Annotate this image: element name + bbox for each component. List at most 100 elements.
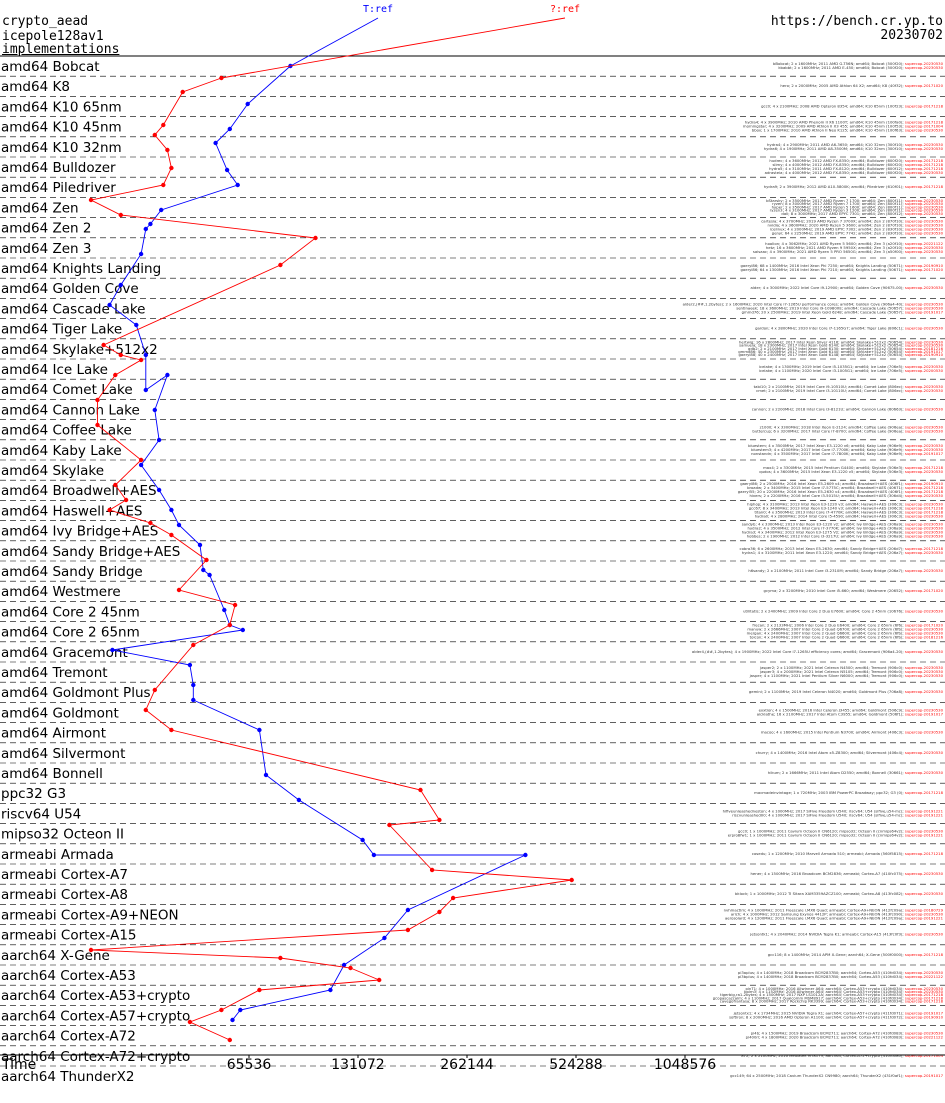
series-0-point-41: [328, 987, 333, 993]
series-1-point-25: [232, 602, 238, 608]
row-label-43: armeabi Cortex-A15: [1, 928, 137, 944]
series-1-point-28: [152, 687, 157, 693]
row-detail-16-0: tabi10; 2 x 2100MHz; 2019 Intel Core i9-…: [754, 384, 944, 389]
series-1-point-22: [169, 532, 174, 538]
row-label-10: amd64 Knights Landing: [1, 261, 161, 277]
row-detail-23-3: hobbes; 2 x 1900MHz; 2012 Intel Core i3-…: [747, 534, 944, 539]
series-1-point-35: [569, 877, 574, 883]
row-detail-7-1: ryzen; 8 x 3000MHz; 2017 AMD Ryzen 7 170…: [772, 201, 944, 206]
series-0-point-39: [382, 935, 387, 941]
series-0-point-28: [110, 647, 115, 653]
row-label-42: armeabi Cortex-A9+NEON: [1, 907, 179, 923]
row-label-45: aarch64 Cortex-A53: [1, 968, 136, 984]
series-0-point-43: [230, 1017, 235, 1023]
header-implementations-link[interactable]: implementations: [2, 42, 120, 57]
series-1-point-1: [180, 89, 185, 95]
row-detail-32-1: aicklathe; 16 x 2100MHz; 2017 Intel Atom…: [757, 711, 944, 716]
row-detail-6-0: hydra9; 2 x 3900MHz; 2012 AMD A10-5800K;…: [764, 184, 944, 189]
row-detail-3-0: hydra4; 4 x 3900MHz; 2010 AMD Phenom II …: [745, 120, 944, 125]
row-label-1: amd64 K8: [1, 79, 70, 95]
row-detail-12-0: alder2,(##,1.2bytes); 2 x 1600MHz; 2020 …: [683, 301, 944, 306]
row-detail-43-0: jetsontk1; 4 x 2040MHz; 2014 NVIDIA Tegr…: [749, 932, 943, 937]
row-detail-39-0: cosedu; 1 x 1200MHz; 2010 Marvell Armada…: [752, 851, 944, 856]
series-1-point-20: [107, 507, 112, 513]
row-label-30: amd64 Tremont: [1, 665, 108, 681]
row-detail-42-0: nvhmactlm; 4 x 1000MHz; 2011 Freescale i…: [724, 907, 944, 912]
row-label-25: amd64 Sandy Bridge: [1, 564, 143, 580]
series-1-point-27: [191, 642, 196, 648]
row-detail-22-3: hydra0; 4 x 2800MHz; 2014 Intel Core i5-…: [755, 513, 944, 518]
row-label-48: aarch64 Cortex-A72: [1, 1029, 136, 1045]
series-top-label-1: ?:ref: [550, 4, 580, 15]
series-1-point-15: [95, 397, 100, 403]
row-label-34: amd64 Silvermont: [1, 746, 125, 762]
row-detail-30-2: jasper; 4 x 1100MHz; 2021 Intel Pentium …: [749, 673, 944, 678]
row-detail-8-0: cartesia; 4 x 3700MHz; 2019 AMD Ryzen 7 …: [761, 219, 943, 224]
series-0-point-13: [143, 352, 148, 358]
series-1-point-8: [118, 212, 124, 218]
series-1-point-24: [176, 587, 182, 593]
row-detail-47-0: jetsontx1; 4 x 1734MHz; 2015 NVIDIA Tegr…: [733, 1010, 944, 1015]
row-detail-9-1: hetz; 16 x 3600MHz; 2021 AMD Ryzen 9 595…: [766, 245, 944, 250]
row-detail-8-2: icelinux; 4 x 2000MHz; 2019 AMD EPYC 730…: [770, 227, 944, 232]
series-0-point-22: [197, 542, 203, 548]
row-detail-30-1: jasper3; 4 x 2000MHz; 2021 Intel Celeron…: [759, 669, 944, 674]
series-1-point-13: [138, 357, 144, 363]
series-0-point-31: [191, 697, 196, 703]
row-detail-19-1: bluestem3; 4 x 4200MHz; 2017 Intel Core …: [751, 447, 943, 452]
row-detail-18-0: z1000; 4 x 3300MHz; 2018 Intel Xeon E-21…: [760, 425, 944, 430]
series-0-point-33: [263, 772, 269, 778]
row-detail-21-0: gaeryl86; 2 x 2500MHz; 2016 Intel Xeon E…: [740, 481, 943, 486]
series-1-point-2: [161, 122, 166, 128]
row-label-27: amd64 Core 2 45nm: [1, 604, 140, 620]
row-detail-26-0: gcyma; 2 x 3200MHz; 2010 Intel Core i5-6…: [764, 588, 944, 593]
series-0-point-7: [148, 221, 153, 227]
row-detail-5-1: slimy; 4 x 4000MHz; 2012 AMD FX-8350; am…: [772, 162, 943, 167]
row-detail-14-1: samuela; 18 x 2300MHz; 2017 Intel Xeon G…: [739, 343, 943, 348]
row-detail-14-2: gdb2; 2 x 2100MHz; 2017 Intel Xeon Gold …: [748, 346, 944, 351]
series-1-point-16: [95, 422, 100, 428]
row-detail-42-1: arich; 4 x 1000MHz; 2012 Samsung Exynos …: [731, 911, 944, 916]
series-1-point-44: [219, 1007, 224, 1013]
header-implementation-name: icepole128av1: [2, 29, 104, 44]
series-0-point-10: [118, 282, 124, 288]
series-1-point-5: [169, 165, 174, 171]
row-detail-23-1: hydra2; 4 x 3500MHz; 2012 Intel Core i7-…: [748, 526, 944, 531]
row-detail-5-3: adrasteia; 4 x 4000MHz; 2012 AMD FX-8350…: [765, 170, 944, 175]
row-detail-44-0: gcc116; 8 x 1400MHz; 2014 APM X-Gene; aa…: [768, 952, 944, 957]
header-url: https://bench.cr.yp.to: [770, 14, 943, 29]
row-detail-12-2: gmmd76; 20 x 2500MHz; 2019 Intel Xeon Go…: [742, 309, 944, 314]
row-detail-50-0: gcc149; 64 x 2500MHz; 2018 Cavium Thunde…: [730, 1073, 944, 1078]
row-detail-34-0: churry; 4 x 1400MHz; 2016 Intel Atom x5-…: [756, 750, 944, 755]
series-0-point-4: [224, 167, 230, 173]
row-detail-3-1: morningstar; 4 x 3200MHz; 2009 AMD Athlo…: [743, 124, 944, 129]
series-0-point-30: [191, 682, 196, 688]
row-label-21: amd64 Broadwell+AES: [1, 483, 157, 499]
row-label-13: amd64 Tiger Lake: [1, 322, 122, 338]
row-label-41: armeabi Cortex-A8: [1, 887, 128, 903]
series-0-point-2: [227, 126, 232, 132]
row-detail-46-0: pinT1; 4 x 1000MHz; 2016 Allwinner A64; …: [745, 986, 943, 991]
row-detail-45-1: pi3bplus; 4 x 1400MHz; 2018 Broadcom BCM…: [738, 974, 944, 979]
row-detail-8-1: nvidia; 4 x 3600MHz; 2020 AMD Ryzen 5 36…: [767, 223, 943, 228]
series-0-point-40: [341, 962, 347, 968]
row-label-7: amd64 Zen: [1, 200, 79, 216]
series-0-point-36: [371, 852, 377, 858]
series-0-point-32: [257, 727, 262, 733]
series-1-point-9: [313, 235, 318, 241]
series-1-point-30: [169, 727, 174, 733]
row-label-20: amd64 Skylake: [1, 463, 104, 479]
row-detail-3-2: bbox; 1 x 1700MHz; 2010 AMD Athlon II Ne…: [752, 128, 944, 133]
series-1-point-29: [143, 707, 148, 713]
row-detail-14-3: gmmd86; 40 x 2300MHz; 2017 Intel Xeon Go…: [738, 349, 943, 354]
series-leader-1: [221, 17, 566, 79]
row-detail-12-1: sentinaeek; 18 x 3600MHz; 2019 Intel Cor…: [736, 305, 943, 310]
row-detail-48-1: pi400rl; 4 x 1800MHz; 2020 Broadcom BCM2…: [746, 1035, 944, 1040]
series-0-point-17: [156, 437, 162, 443]
series-1-point-32: [437, 817, 442, 823]
row-detail-7-3: ryzen3; 4 x 3100MHz; 2017 AMD Ryzen 3 12…: [770, 208, 944, 213]
row-detail-22-0: hiphop; 4 x 3100MHz; 2013 Intel Xeon E3-…: [747, 501, 943, 506]
row-detail-24-0: cobra36; 6 x 2600MHz; 2013 Intel Xeon E5…: [740, 546, 944, 551]
row-detail-18-1: buttercup; 6 x 3200MHz; 2017 Intel Core …: [752, 429, 943, 434]
